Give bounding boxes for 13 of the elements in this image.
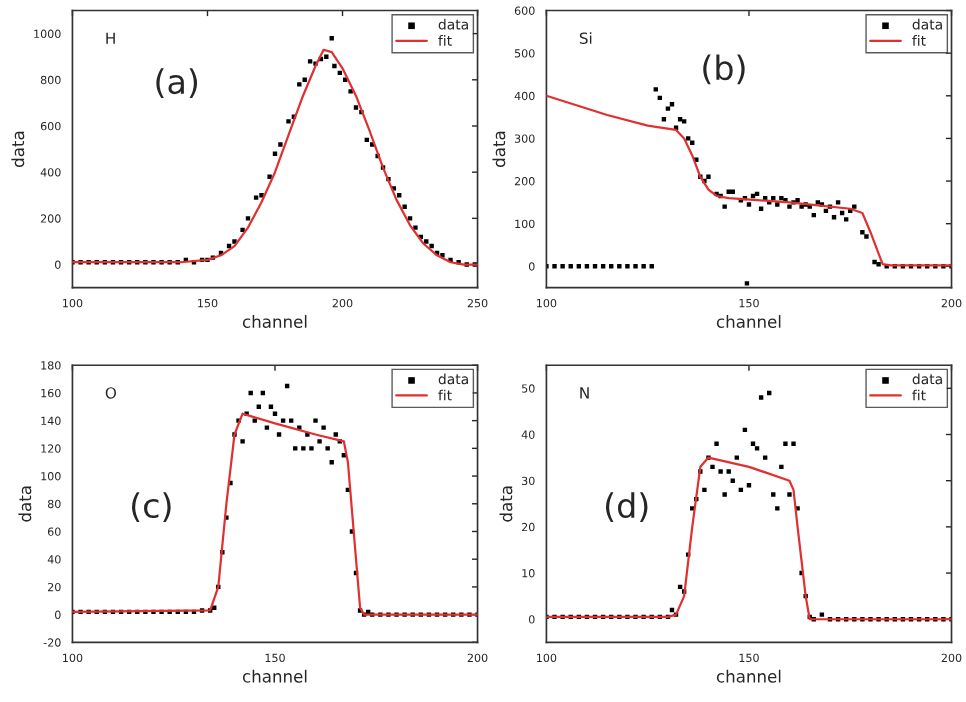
- y-axis-title: data: [11, 131, 25, 167]
- y-axis-title: data: [18, 486, 32, 522]
- x-axis-title: channel: [242, 315, 307, 328]
- annotation: (c): [132, 492, 171, 523]
- x-axis-title: channel: [716, 669, 781, 683]
- annotation: (a): [156, 68, 198, 99]
- x-axis-title: channel: [716, 315, 781, 328]
- x-axis-title: channel: [242, 669, 307, 683]
- line-series: [546, 456, 952, 621]
- y-axis-title: data: [492, 131, 506, 167]
- annotation: (d): [605, 492, 648, 523]
- annotation: (b): [703, 54, 745, 85]
- y-axis-title: data: [499, 486, 513, 522]
